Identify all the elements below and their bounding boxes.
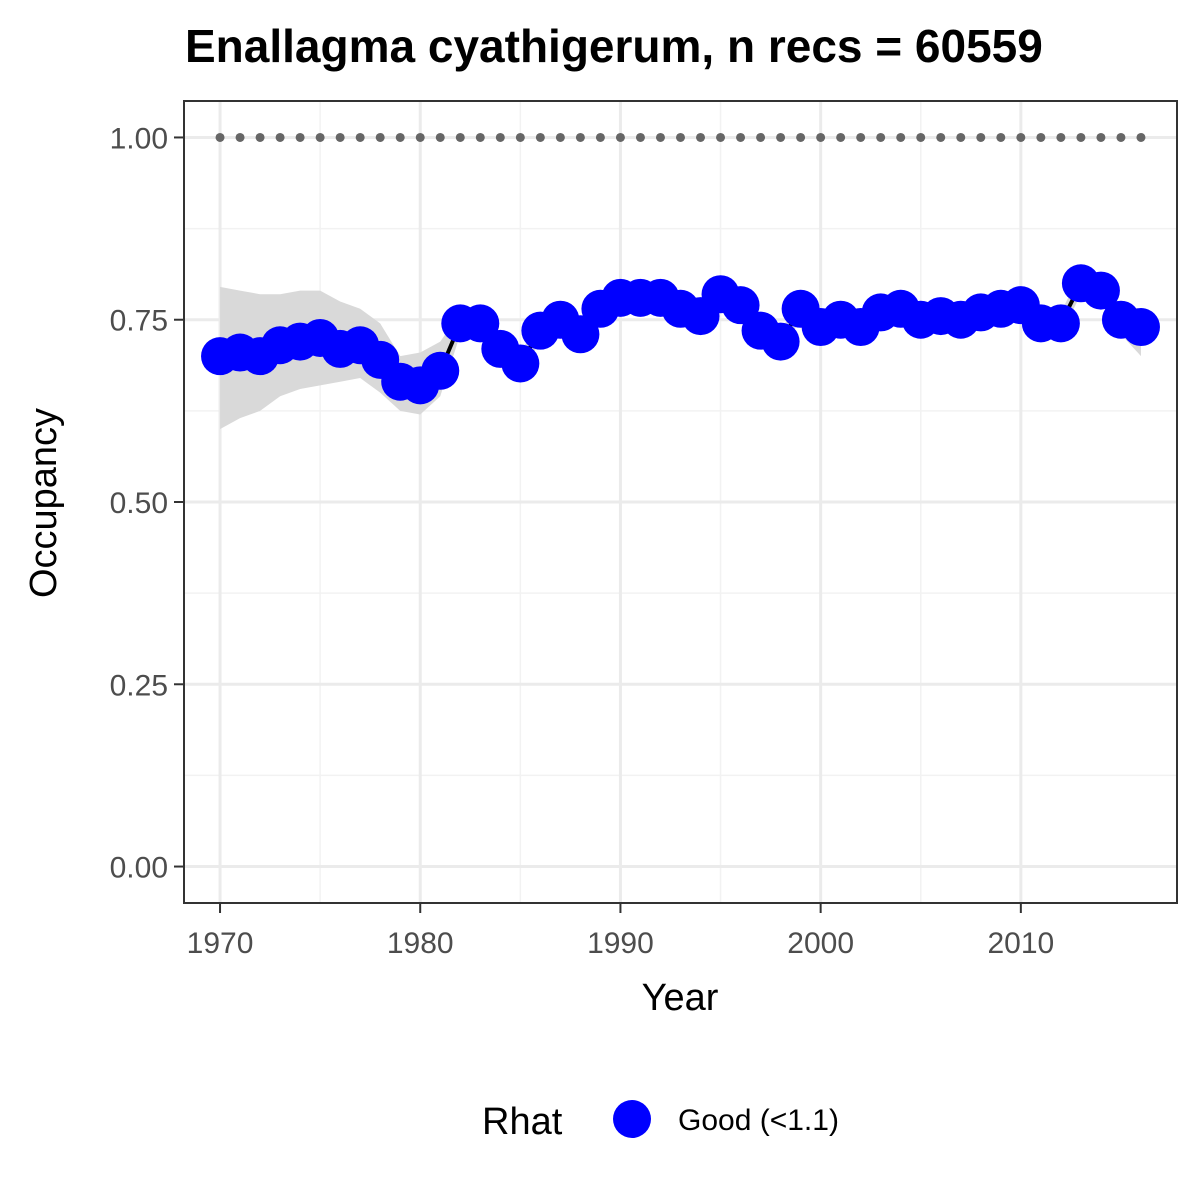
reference-dot — [655, 132, 665, 142]
legend-title: Rhat — [482, 1101, 563, 1143]
reference-dot — [736, 132, 746, 142]
reference-dot — [856, 132, 866, 142]
reference-dot — [996, 132, 1006, 142]
reference-dot — [916, 132, 926, 142]
reference-dot — [395, 132, 405, 142]
data-points-layer — [201, 264, 1160, 405]
reference-dot — [696, 132, 706, 142]
reference-dot — [575, 132, 585, 142]
reference-dot — [435, 132, 445, 142]
reference-dot — [335, 132, 345, 142]
reference-dot — [1016, 132, 1026, 142]
axes: 0.00 0.25 0.50 0.75 1.00 1970 1980 1990 2000 2010 — [110, 122, 1055, 960]
reference-dot — [375, 132, 385, 142]
reference-dot — [635, 132, 645, 142]
data-point — [1121, 308, 1160, 347]
legend: Rhat Good (<1.1) — [482, 1100, 839, 1143]
reference-dot — [255, 132, 265, 142]
reference-dot — [676, 132, 685, 142]
legend-key-good — [613, 1100, 651, 1138]
x-tick-label: 1980 — [387, 927, 454, 960]
y-tick-label: 1.00 — [110, 122, 168, 155]
data-point — [1041, 304, 1080, 343]
data-point — [721, 286, 760, 325]
reference-dot — [495, 132, 505, 142]
reference-dot — [1116, 132, 1126, 142]
reference-dot — [836, 132, 846, 142]
data-point — [1081, 271, 1120, 310]
y-tick-label: 0.50 — [110, 487, 168, 520]
data-point — [761, 322, 800, 361]
x-tick-label: 2010 — [987, 927, 1054, 960]
reference-dot — [235, 132, 245, 142]
reference-dot — [535, 132, 545, 142]
reference-line-layer — [215, 132, 1146, 142]
reference-dot — [796, 132, 806, 142]
reference-dot — [1136, 132, 1146, 142]
reference-dot — [956, 132, 966, 142]
reference-dot — [1076, 132, 1086, 142]
reference-dot — [1096, 132, 1106, 142]
reference-dot — [876, 132, 886, 142]
reference-dot — [756, 132, 766, 142]
reference-dot — [515, 132, 525, 142]
reference-dot — [1056, 132, 1066, 142]
x-tick-label: 1990 — [587, 927, 654, 960]
reference-dot — [816, 132, 826, 142]
reference-dot — [976, 132, 986, 142]
reference-dot — [295, 132, 305, 142]
reference-dot — [936, 132, 946, 142]
grid-lines — [184, 101, 1177, 903]
y-axis-title: Occupancy — [23, 408, 65, 598]
x-tick-label: 1970 — [187, 927, 254, 960]
reference-dot — [716, 132, 726, 142]
data-point — [461, 304, 500, 343]
reference-dot — [315, 132, 325, 142]
reference-dot — [896, 132, 906, 142]
chart-title: Enallagma cyathigerum, n recs = 60559 — [185, 20, 1043, 72]
reference-dot — [275, 132, 285, 142]
y-tick-label: 0.00 — [110, 852, 168, 885]
reference-dot — [355, 132, 365, 142]
reference-dot — [1036, 132, 1046, 142]
reference-dot — [555, 132, 565, 142]
x-axis-title: Year — [642, 977, 719, 1019]
data-point — [421, 351, 460, 390]
y-tick-label: 0.75 — [110, 305, 168, 338]
y-tick-label: 0.25 — [110, 669, 168, 702]
reference-dot — [455, 132, 465, 142]
reference-dot — [215, 132, 225, 142]
reference-dot — [615, 132, 625, 142]
data-point — [561, 315, 600, 354]
x-tick-label: 2000 — [787, 927, 854, 960]
reference-dot — [595, 132, 605, 142]
reference-dot — [475, 132, 485, 142]
reference-dot — [776, 132, 786, 142]
reference-dot — [415, 132, 425, 142]
legend-label-good: Good (<1.1) — [678, 1104, 839, 1137]
data-point — [501, 344, 540, 383]
